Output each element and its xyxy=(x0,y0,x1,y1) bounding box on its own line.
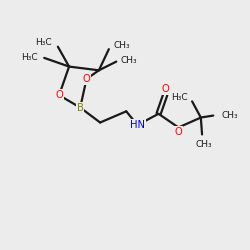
Text: O: O xyxy=(82,74,90,84)
Text: H₃C: H₃C xyxy=(171,93,188,102)
Text: H₃C: H₃C xyxy=(35,38,52,48)
Text: HN: HN xyxy=(130,120,145,130)
Text: O: O xyxy=(174,127,182,137)
Text: CH₃: CH₃ xyxy=(113,41,130,50)
Text: O: O xyxy=(162,84,169,94)
Text: CH₃: CH₃ xyxy=(195,140,212,149)
Text: CH₃: CH₃ xyxy=(222,111,238,120)
Text: B: B xyxy=(77,102,84,113)
Text: CH₃: CH₃ xyxy=(120,56,137,65)
Text: O: O xyxy=(55,90,63,100)
Text: H₃C: H₃C xyxy=(21,53,38,62)
